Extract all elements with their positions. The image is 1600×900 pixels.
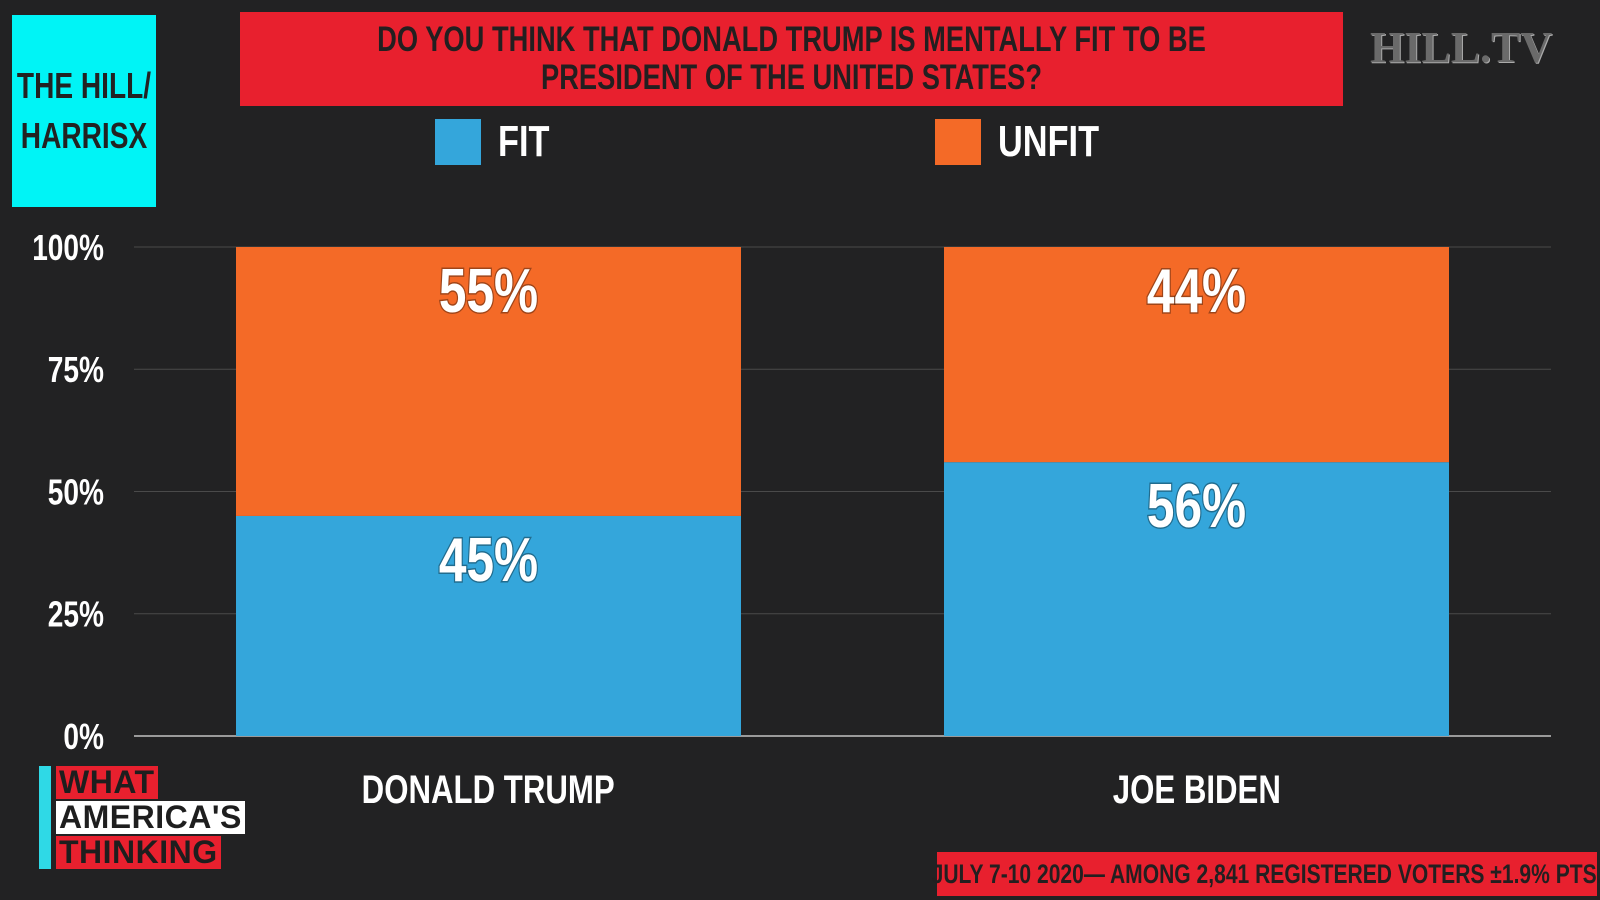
- y-tick-label: 50%: [48, 472, 104, 512]
- hill-tv-logo: HILL.TV: [1370, 23, 1553, 72]
- legend-swatch-fit: [435, 119, 481, 165]
- chart-title: DO YOU THINK THAT DONALD TRUMP IS MENTAL…: [377, 20, 1206, 97]
- logo-line2: HARRISX: [20, 115, 148, 156]
- data-label: 56%: [1147, 471, 1246, 541]
- data-label: 44%: [1147, 256, 1246, 326]
- data-label: 45%: [439, 525, 538, 595]
- y-tick-label: 100%: [32, 228, 104, 268]
- y-tick-label: 25%: [48, 594, 104, 634]
- data-label: 55%: [439, 256, 538, 326]
- chart-title-box: DO YOU THINK THAT DONALD TRUMP IS MENTAL…: [240, 12, 1343, 106]
- footnote: JULY 7-10 2020— AMONG 2,841 REGISTERED V…: [931, 858, 1600, 889]
- the-hill-harrisx-logo: THE HILL/HARRISX: [12, 15, 156, 207]
- category-label-trump: DONALD TRUMP: [361, 768, 616, 812]
- legend-label-fit: FIT: [498, 117, 550, 166]
- bar-unfit: [944, 247, 1449, 463]
- category-label-biden: JOE BIDEN: [1112, 768, 1281, 812]
- bar-fit: [236, 515, 741, 736]
- footnote-box: JULY 7-10 2020— AMONG 2,841 REGISTERED V…: [932, 852, 1600, 896]
- y-tick-label: 0%: [63, 717, 104, 757]
- y-tick-label: 75%: [48, 350, 104, 390]
- bar-unfit: [236, 247, 741, 516]
- bar-fit: [944, 462, 1449, 736]
- legend-swatch-unfit: [935, 119, 981, 165]
- legend-label-unfit: UNFIT: [998, 117, 1100, 166]
- logo-line1: THE HILL/: [16, 65, 152, 106]
